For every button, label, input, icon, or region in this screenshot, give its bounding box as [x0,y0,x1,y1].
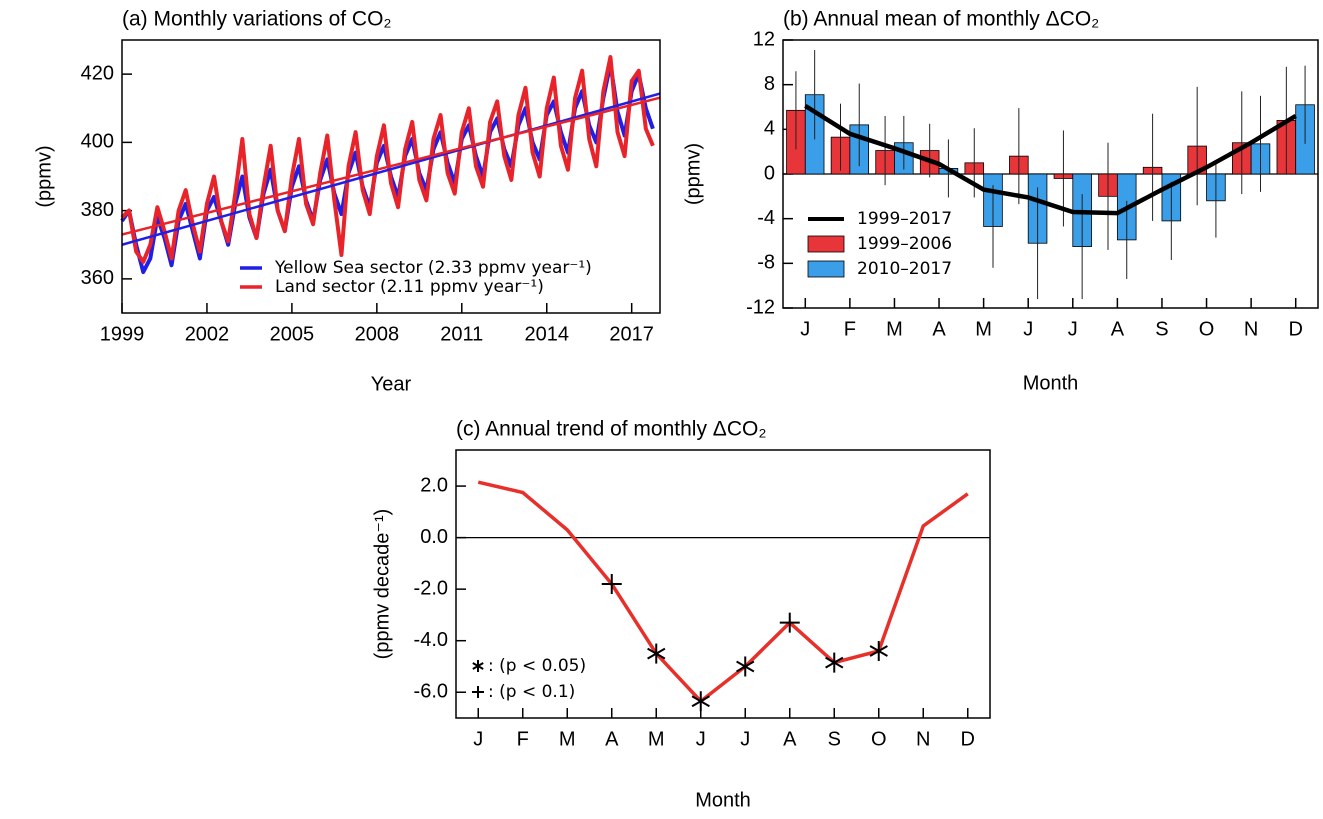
y-tick-label: 380 [81,199,114,221]
x-tick-label: 2011 [440,323,483,345]
x-tick-label: M [559,728,576,750]
x-axis-label: Year [371,373,412,395]
significance-key-symbol [472,660,484,672]
chart-title: (b) Annual mean of monthly ΔCO₂ [783,8,1099,31]
x-tick-label: J [1068,318,1078,340]
legend-swatch [807,260,845,278]
legend-label: 1999–2006 [857,234,952,254]
significance-key-symbol [472,686,484,698]
x-tick-label: 2008 [355,323,400,345]
x-tick-label: A [932,318,946,340]
chart-title: (c) Annual trend of monthly ΔCO₂ [456,418,766,441]
series-line [477,480,969,704]
y-tick-label: 12 [753,28,775,50]
y-tick-label: -4 [757,207,775,229]
x-tick-label: S [828,728,841,750]
plot-frame [121,39,661,314]
legend-label: Yellow Sea sector (2.33 ppmv year⁻¹) [274,258,592,278]
significance-marker [825,652,844,673]
x-tick-label: A [783,728,797,750]
y-tick-label: -8 [757,252,775,274]
significance-marker [691,691,710,712]
y-tick-label: 2.0 [420,474,448,496]
y-tick-label: 400 [81,131,114,153]
legend-swatch [807,235,845,253]
series-line [804,103,1297,216]
x-tick-label: M [648,728,665,750]
x-tick-label: D [961,728,975,750]
x-tick-label: J [473,728,483,750]
x-axis-label: Month [1023,372,1079,394]
y-tick-label: -6.0 [414,681,448,703]
significance-marker [869,641,888,661]
x-tick-label: A [605,728,619,750]
x-tick-label: O [871,728,887,750]
y-tick-label: -4.0 [414,629,448,651]
x-tick-label: F [844,318,856,340]
significance-key-label: : (p < 0.1) [488,682,575,702]
x-tick-label: O [1199,318,1215,340]
x-tick-label: J [740,728,750,750]
legend-label: 1999–2017 [857,209,952,229]
plot-frame [782,39,1319,309]
x-axis-label: Month [695,789,751,811]
x-tick-label: N [916,728,930,750]
x-tick-label: 2014 [524,323,569,345]
x-tick-label: D [1288,318,1302,340]
series-line [120,55,655,264]
y-axis-label: (ppmv decade⁻¹) [371,509,393,660]
plot-frame [455,449,991,719]
x-tick-label: J [1023,318,1033,340]
significance-marker [736,656,755,677]
x-tick-label: 2017 [609,323,654,345]
y-tick-label: 0.0 [420,526,448,548]
marker-stroke [647,647,666,660]
legend-label: 2010–2017 [857,259,952,279]
y-tick-label: -12 [746,296,775,318]
significance-marker [647,643,666,664]
x-tick-label: J [696,728,706,750]
x-tick-label: 1999 [100,323,145,345]
chart-title: (a) Monthly variations of CO₂ [122,8,392,31]
y-tick-label: 420 [81,62,114,84]
y-axis-label: (ppmv) [682,143,704,205]
x-tick-label: S [1155,318,1168,340]
significance-marker [601,574,622,594]
legend-label: Land sector (2.11 ppmv year⁻¹) [275,277,544,297]
x-tick-label: 2005 [270,323,315,345]
marker-stroke [825,656,844,669]
y-tick-label: 8 [764,73,775,95]
y-tick-label: -2.0 [414,577,448,599]
y-tick-label: 4 [764,118,775,140]
x-tick-label: M [886,318,903,340]
marker-stroke [869,645,888,657]
y-tick-label: 360 [81,267,114,289]
significance-key-label: : (p < 0.05) [488,656,586,676]
marker-stroke [472,662,484,670]
y-tick-label: 0 [764,162,775,184]
significance-marker [779,612,800,633]
trend-line [121,96,661,236]
x-tick-label: 2002 [185,323,230,345]
trend-line [121,92,661,246]
x-tick-label: N [1244,318,1258,340]
marker-stroke [691,695,710,708]
x-tick-label: F [517,728,529,750]
marker-stroke [736,660,755,673]
x-tick-label: M [975,318,992,340]
x-tick-label: A [1111,318,1125,340]
x-tick-label: J [800,318,810,340]
y-axis-label: (ppmv) [33,145,55,207]
